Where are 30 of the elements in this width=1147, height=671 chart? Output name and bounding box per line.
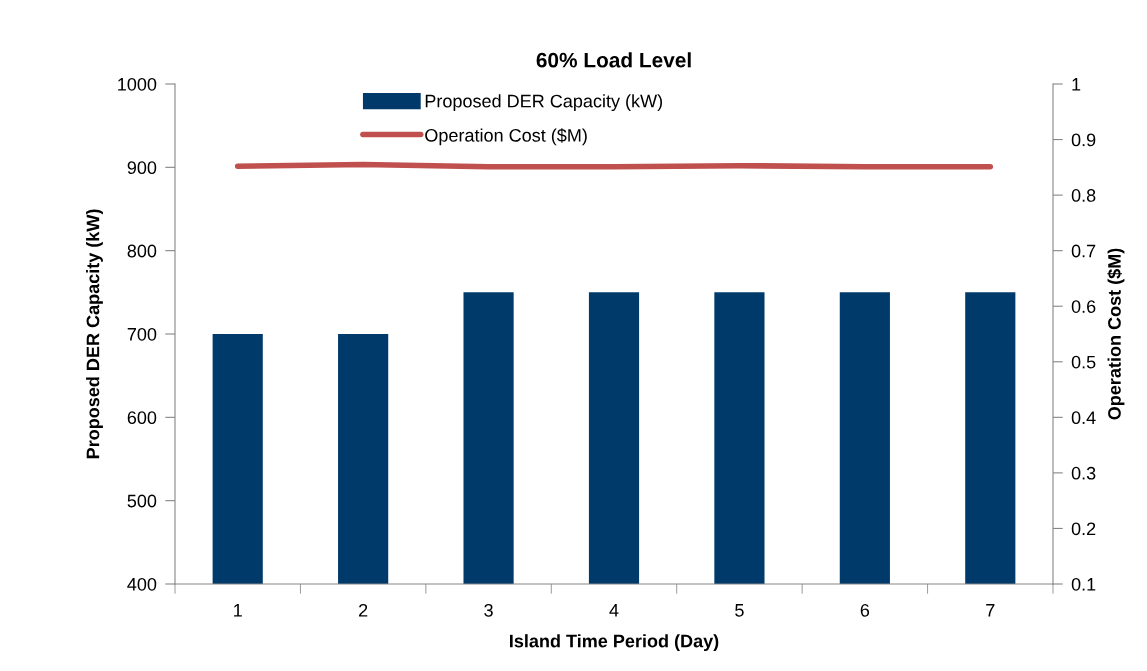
y-axis-title: Proposed DER Capacity (kW) <box>86 209 103 459</box>
y2-tick-label: 1 <box>1072 78 1081 91</box>
x-tick-label: 6 <box>860 603 870 617</box>
x-tick-label: 5 <box>735 604 744 617</box>
x-tick-label: 3 <box>484 603 493 617</box>
x-tick-label: 2 <box>359 603 368 617</box>
y-tick-label: 600 <box>127 411 157 425</box>
x-tick-label: 1 <box>234 604 242 617</box>
y-tick-label: 800 <box>127 244 157 258</box>
y2-tick-label: 0.7 <box>1071 244 1096 258</box>
y2-tick-label: 0.4 <box>1071 411 1096 425</box>
y-tick-label: 700 <box>127 327 157 341</box>
y2-tick-label: 0.3 <box>1071 466 1096 480</box>
y-tick-label: 500 <box>127 494 157 508</box>
chart-title: 60% Load Level <box>536 52 691 68</box>
y-tick-label: 900 <box>127 161 157 175</box>
y2-tick-label: 0.1 <box>1071 577 1096 591</box>
y2-tick-label: 0.2 <box>1071 522 1096 536</box>
x-axis-title: Island Time Period (Day) <box>510 634 719 651</box>
y2-tick-label: 0.9 <box>1071 133 1096 147</box>
x-tick-label: 4 <box>609 604 619 617</box>
y2-tick-label: 0.5 <box>1071 355 1096 369</box>
y2-tick-label: 0.8 <box>1071 189 1096 202</box>
x-tick-label: 7 <box>986 604 995 617</box>
y-tick-label: 1000 <box>118 77 157 91</box>
legend-label: Operation Cost ($M) <box>425 128 587 146</box>
y2-tick-label: 0.6 <box>1071 300 1096 313</box>
legend-label: Proposed DER Capacity (kW) <box>425 94 663 112</box>
y-tick-label: 400 <box>127 577 157 591</box>
y2-axis-title: Operation Cost ($M) <box>1107 248 1125 420</box>
